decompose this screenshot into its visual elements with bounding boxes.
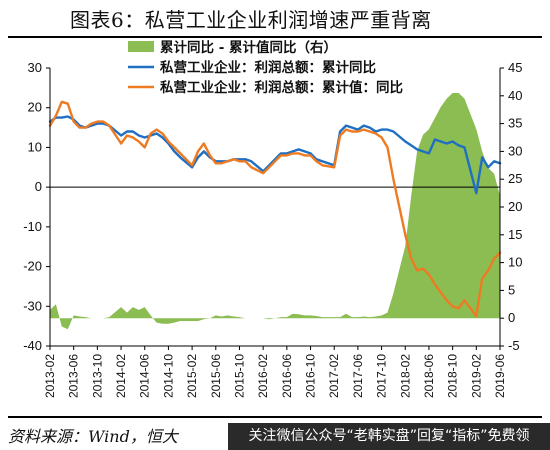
bottom-tick-label: 2014-06	[138, 354, 152, 398]
right-tick-label: 5	[508, 282, 515, 297]
right-tick-label: 0	[508, 310, 515, 325]
legend-label: 累计同比 - 累计值同比（右）	[160, 39, 337, 56]
title-bar: 图表6：私营工业企业利润增速严重背离	[0, 0, 550, 36]
legend-swatch-area	[128, 41, 154, 52]
series-area-cumulative-diff	[50, 93, 500, 330]
bottom-tick-label: 2013-10	[90, 354, 104, 398]
bottom-tick-label: 2017-10	[375, 354, 389, 398]
bottom-tick-label: 2018-06	[422, 354, 436, 398]
bottom-tick-label: 2013-02	[43, 354, 57, 398]
bottom-tick-label: 2014-10	[161, 354, 175, 398]
bottom-tick-label: 2016-06	[280, 354, 294, 398]
left-tick-label: 0	[35, 179, 42, 194]
bottom-tick-label: 2019-06	[493, 354, 507, 398]
source-note: 资料来源：Wind，恒大	[8, 427, 178, 446]
chart-area: 3020100-10-20-30-40454035302520151050-52…	[23, 39, 522, 398]
left-tick-label: 20	[28, 100, 42, 115]
series-line-cumulative-value-yoy	[48, 100, 502, 318]
left-tick-label: 10	[28, 139, 42, 154]
bottom-tick-label: 2015-02	[185, 354, 199, 398]
bottom-tick-label: 2019-02	[469, 354, 483, 398]
chart-title: 图表6：私营工业企业利润增速严重背离	[70, 8, 432, 32]
right-tick-label: 10	[508, 255, 522, 270]
bottom-tick-label: 2014-02	[114, 354, 128, 398]
bottom-tick-label: 2016-02	[256, 354, 270, 398]
bottom-tick-label: 2018-10	[446, 354, 460, 398]
bottom-tick-label: 2015-10	[233, 354, 247, 398]
bottom-tick-label: 2017-06	[351, 354, 365, 398]
left-tick-label: -30	[23, 298, 42, 313]
right-tick-label: -5	[508, 338, 520, 353]
left-tick-label: -40	[23, 338, 42, 353]
bottom-tick-label: 2016-10	[304, 354, 318, 398]
title-rule	[8, 36, 542, 38]
footer-rule	[8, 416, 542, 418]
left-tick-label: -10	[23, 219, 42, 234]
right-tick-label: 25	[508, 171, 522, 186]
right-tick-label: 45	[508, 60, 522, 75]
series-line-cumulative-yoy	[48, 115, 502, 195]
right-tick-label: 20	[508, 199, 522, 214]
legend-label: 私营工业企业：利润总额：累计同比	[160, 59, 376, 76]
legend-label: 私营工业企业：利润总额：累计值：同比	[160, 79, 403, 96]
right-tick-label: 30	[508, 143, 522, 158]
left-tick-label: 30	[28, 60, 42, 75]
bottom-tick-label: 2015-06	[209, 354, 223, 398]
bottom-tick-label: 2018-02	[398, 354, 412, 398]
left-tick-label: -20	[23, 259, 42, 274]
right-tick-label: 35	[508, 116, 522, 131]
bottom-tick-label: 2013-06	[67, 354, 81, 398]
right-tick-label: 40	[508, 88, 522, 103]
right-tick-label: 15	[508, 227, 522, 242]
promo-banner: 关注微信公众号“老韩实盘”回复“指标”免费领	[228, 423, 550, 450]
bottom-tick-label: 2017-02	[327, 354, 341, 398]
